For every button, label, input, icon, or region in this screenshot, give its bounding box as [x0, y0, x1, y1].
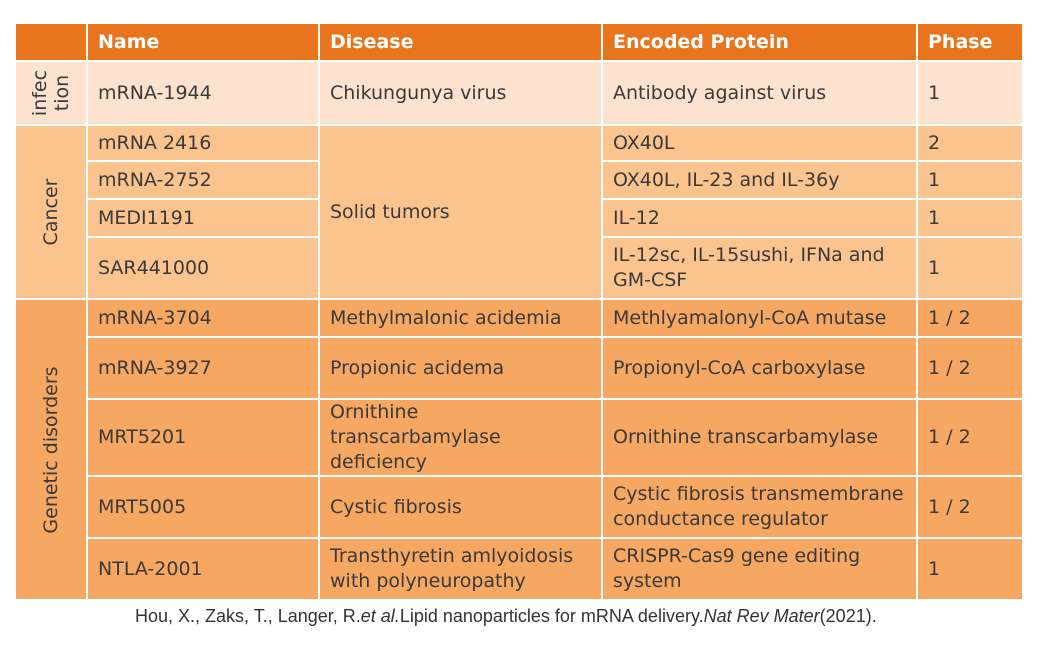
cell-disease: Chikungunya virus	[318, 60, 603, 126]
citation-etal: et al.	[360, 606, 400, 626]
header-name: Name	[86, 22, 320, 62]
cell-name: mRNA-2752	[86, 160, 320, 200]
cell-phase: 1 / 2	[916, 398, 1024, 477]
table-row: MRT5201 Ornithine transcarbamylase defic…	[15, 398, 1024, 477]
citation-title: Lipid nanoparticles for mRNA delivery.	[399, 606, 704, 626]
cell-name: MRT5005	[86, 475, 320, 539]
header-protein: Encoded Protein	[601, 22, 918, 62]
category-genetic: Genetic disorders	[14, 298, 88, 601]
cell-protein: Ornithine transcarbamylase	[601, 398, 918, 477]
table-row: Cancer mRNA 2416 Solid tumors OX40L 2	[14, 124, 1024, 300]
cell-disease-shared: Solid tumors	[318, 124, 603, 300]
cell-phase: 1	[916, 60, 1024, 126]
cell-disease: Cystic fibrosis	[318, 475, 603, 539]
cell-phase: 1	[916, 537, 1024, 601]
cell-name: NTLA-2001	[86, 537, 320, 601]
citation: Hou, X., Zaks, T., Langer, R.et al.Lipid…	[135, 606, 877, 627]
cell-protein: Propionyl-CoA carboxylase	[601, 336, 918, 400]
cell-protein: Antibody against virus	[601, 60, 918, 126]
cell-phase: 1 / 2	[916, 475, 1024, 539]
cell-phase: 1	[916, 198, 1024, 238]
header-phase: Phase	[916, 22, 1024, 62]
cell-phase: 2	[916, 124, 1024, 162]
citation-journal: Nat Rev Mater	[703, 606, 820, 626]
category-infection-line1: infec	[29, 69, 51, 117]
table-row: MEDI1191 IL-12 1	[15, 198, 1024, 238]
cell-name: MEDI1191	[86, 198, 320, 238]
cell-disease: Ornithine transcarbamylase deficiency	[318, 398, 603, 477]
cell-protein: OX40L, IL-23 and IL-36y	[601, 160, 918, 200]
category-infection: infec tion	[14, 60, 88, 126]
category-cancer-label: Cancer	[40, 178, 62, 246]
cell-disease: Transthyretin amlyoidosis with polyneuro…	[318, 537, 603, 601]
category-cancer: Cancer	[14, 124, 88, 300]
table-row: mRNA-2752 OX40L, IL-23 and IL-36y 1	[15, 160, 1024, 200]
table-row: Genetic disorders mRNA-3704 Methylmaloni…	[14, 298, 1024, 601]
table-row: SAR441000 IL-12sc, IL-15sushi, IFNa and …	[15, 236, 1024, 300]
cell-disease: Methylmalonic acidemia	[318, 298, 603, 338]
table-row: mRNA-3927 Propionic acidema Propionyl-Co…	[15, 336, 1024, 400]
cell-protein: OX40L	[601, 124, 918, 162]
cell-protein: Cystic fibrosis transmembrane conductanc…	[601, 475, 918, 539]
citation-authors: Hou, X., Zaks, T., Langer, R.	[135, 606, 361, 626]
category-infection-line2: tion	[51, 74, 73, 112]
citation-year: (2021).	[819, 606, 877, 626]
cell-protein: IL-12sc, IL-15sushi, IFNa and GM-CSF	[601, 236, 918, 300]
cell-disease: Propionic acidema	[318, 336, 603, 400]
category-genetic-label: Genetic disorders	[40, 365, 62, 534]
cell-protein: CRISPR-Cas9 gene editing system	[601, 537, 918, 601]
cell-name: SAR441000	[86, 236, 320, 300]
cell-protein: Methlyamalonyl-CoA mutase	[601, 298, 918, 338]
header-corner	[14, 22, 88, 62]
cell-name: mRNA 2416	[86, 124, 320, 162]
cell-name: MRT5201	[86, 398, 320, 477]
header-row: Name Disease Encoded Protein Phase	[14, 22, 1024, 62]
cell-phase: 1	[916, 160, 1024, 200]
header-disease: Disease	[318, 22, 603, 62]
cell-phase: 1 / 2	[916, 336, 1024, 400]
cell-phase: 1	[916, 236, 1024, 300]
table-row: NTLA-2001 Transthyretin amlyoidosis with…	[15, 537, 1024, 601]
table-row: MRT5005 Cystic fibrosis Cystic fibrosis …	[15, 475, 1024, 539]
cell-name: mRNA-3704	[86, 298, 320, 338]
cell-protein: IL-12	[601, 198, 918, 238]
drug-table: Name Disease Encoded Protein Phase infec…	[14, 22, 1024, 601]
cell-name: mRNA-1944	[86, 60, 320, 126]
cell-name: mRNA-3927	[86, 336, 320, 400]
table-row: infec tion mRNA-1944 Chikungunya virus An…	[14, 60, 1024, 126]
cell-phase: 1 / 2	[916, 298, 1024, 338]
